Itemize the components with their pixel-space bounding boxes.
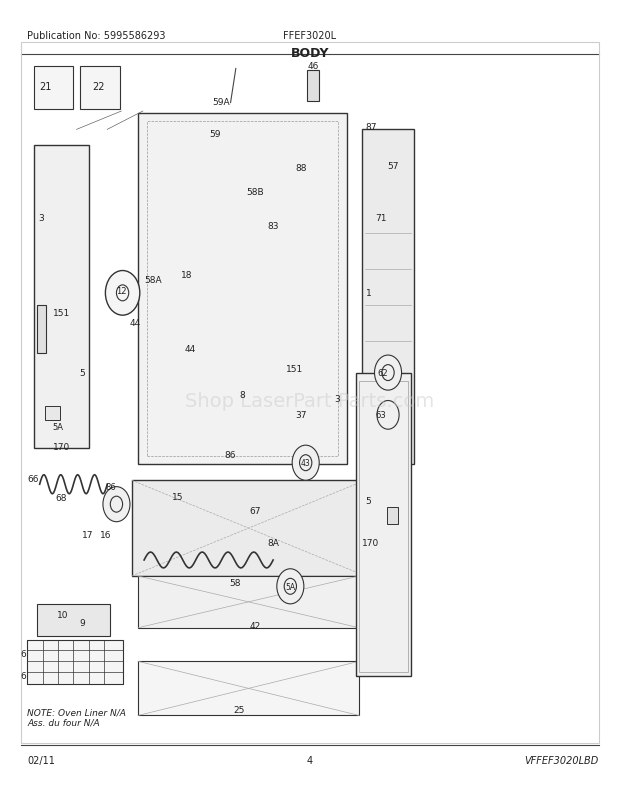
Text: 63: 63 <box>375 410 386 419</box>
Bar <box>387 507 398 525</box>
Text: NOTE: Oven Liner N/A
Ass. du four N/A: NOTE: Oven Liner N/A Ass. du four N/A <box>27 707 126 727</box>
Bar <box>138 576 359 628</box>
Text: 22: 22 <box>92 82 104 91</box>
Text: 3: 3 <box>38 213 44 222</box>
Text: 5: 5 <box>366 496 371 505</box>
Bar <box>37 306 46 353</box>
Bar <box>307 71 319 103</box>
Bar <box>359 381 409 672</box>
Text: 67: 67 <box>249 506 260 516</box>
Text: 9: 9 <box>80 618 86 627</box>
Bar <box>132 480 365 576</box>
Text: 43: 43 <box>301 459 311 468</box>
Text: 12: 12 <box>116 286 126 296</box>
Text: 02/11: 02/11 <box>27 755 55 765</box>
Text: 66: 66 <box>27 475 38 484</box>
Text: 151: 151 <box>286 365 303 374</box>
Bar <box>147 122 338 457</box>
Text: 58A: 58A <box>144 275 162 285</box>
Text: 151: 151 <box>53 309 70 318</box>
Text: 21: 21 <box>40 82 52 91</box>
Circle shape <box>103 487 130 522</box>
Text: 59: 59 <box>209 130 221 139</box>
Text: 6: 6 <box>20 649 26 658</box>
Bar <box>362 130 414 464</box>
Text: 5A: 5A <box>53 423 64 431</box>
Circle shape <box>374 355 402 391</box>
Text: 71: 71 <box>375 213 386 222</box>
Circle shape <box>277 569 304 604</box>
Text: 37: 37 <box>295 411 306 419</box>
Text: 15: 15 <box>172 492 184 501</box>
Bar <box>45 407 60 421</box>
Text: 5A: 5A <box>285 582 295 591</box>
Text: 58B: 58B <box>246 188 264 196</box>
Text: 42: 42 <box>249 621 260 630</box>
Text: 10: 10 <box>56 610 68 619</box>
Circle shape <box>292 446 319 480</box>
Text: 8: 8 <box>239 390 246 399</box>
Bar <box>356 373 412 676</box>
Bar <box>33 67 73 111</box>
Text: 83: 83 <box>267 221 279 230</box>
Text: 68: 68 <box>55 494 67 503</box>
Text: BODY: BODY <box>291 47 329 59</box>
Bar <box>138 662 359 715</box>
Bar <box>33 146 89 449</box>
Text: 44: 44 <box>129 318 141 327</box>
Text: 46: 46 <box>308 62 319 71</box>
Text: Publication No: 5995586293: Publication No: 5995586293 <box>27 30 166 41</box>
Text: 5: 5 <box>80 369 86 378</box>
Text: Shop LaserPart Parts.com: Shop LaserPart Parts.com <box>185 391 435 411</box>
Bar <box>37 604 110 636</box>
Text: 44: 44 <box>185 345 196 354</box>
Text: 18: 18 <box>182 270 193 280</box>
Text: 8A: 8A <box>267 538 279 547</box>
Text: 88: 88 <box>295 164 306 173</box>
Text: 86: 86 <box>224 451 236 460</box>
Bar <box>27 640 123 684</box>
Text: 16: 16 <box>100 530 112 539</box>
Bar <box>21 43 599 743</box>
Bar <box>79 67 120 111</box>
Text: 87: 87 <box>366 124 377 132</box>
Text: 1: 1 <box>366 289 371 298</box>
Text: 62: 62 <box>377 369 388 378</box>
Text: VFFEF3020LBD: VFFEF3020LBD <box>525 755 599 765</box>
Text: 4: 4 <box>307 755 313 765</box>
Circle shape <box>377 401 399 430</box>
Text: 86: 86 <box>105 483 116 492</box>
Text: 170: 170 <box>361 538 379 547</box>
Text: 59A: 59A <box>212 98 230 107</box>
Text: 170: 170 <box>53 443 70 452</box>
Text: 58: 58 <box>229 578 241 587</box>
Text: 17: 17 <box>82 530 94 539</box>
Circle shape <box>105 271 140 316</box>
Text: 3: 3 <box>335 395 340 404</box>
Text: FFEF3020L: FFEF3020L <box>283 30 337 41</box>
Text: 25: 25 <box>234 705 245 714</box>
Bar <box>138 114 347 464</box>
Text: 6: 6 <box>20 671 26 680</box>
Text: 57: 57 <box>388 161 399 171</box>
